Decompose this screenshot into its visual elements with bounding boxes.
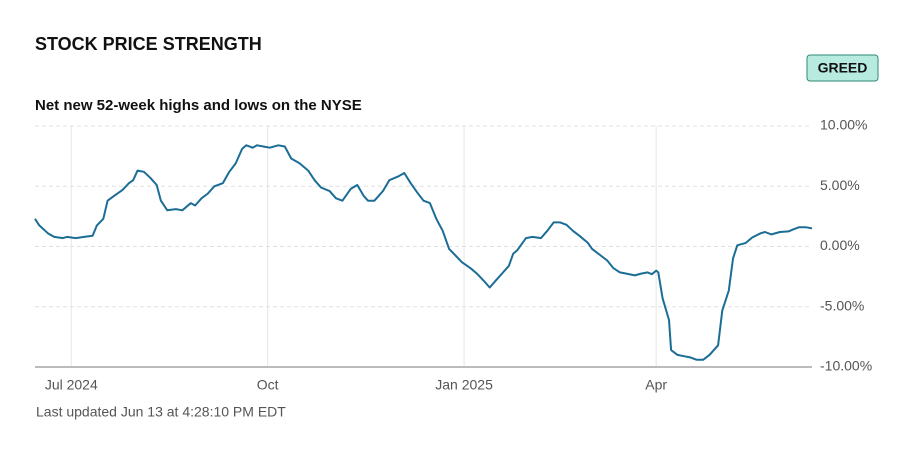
x-tick-label: Apr	[645, 377, 667, 393]
y-tick-label: 0.00%	[820, 237, 860, 253]
y-tick-label: -5.00%	[820, 297, 864, 313]
badge: GREED	[818, 60, 868, 76]
y-tick-label: 10.00%	[820, 117, 867, 133]
x-tick-label: Jul 2024	[45, 377, 98, 393]
x-tick-label: Oct	[257, 377, 279, 393]
y-tick-label: -10.00%	[820, 358, 872, 374]
y-tick-label: 5.00%	[820, 177, 860, 193]
footnote: Last updated Jun 13 at 4:28:10 PM EDT	[36, 404, 286, 420]
subtitle: Net new 52-week highs and lows on the NY…	[35, 97, 362, 114]
line	[34, 144, 813, 361]
badge-box	[806, 54, 879, 82]
x-tick-label: Jan 2025	[435, 377, 493, 393]
title: STOCK PRICE STRENGTH	[35, 34, 262, 54]
